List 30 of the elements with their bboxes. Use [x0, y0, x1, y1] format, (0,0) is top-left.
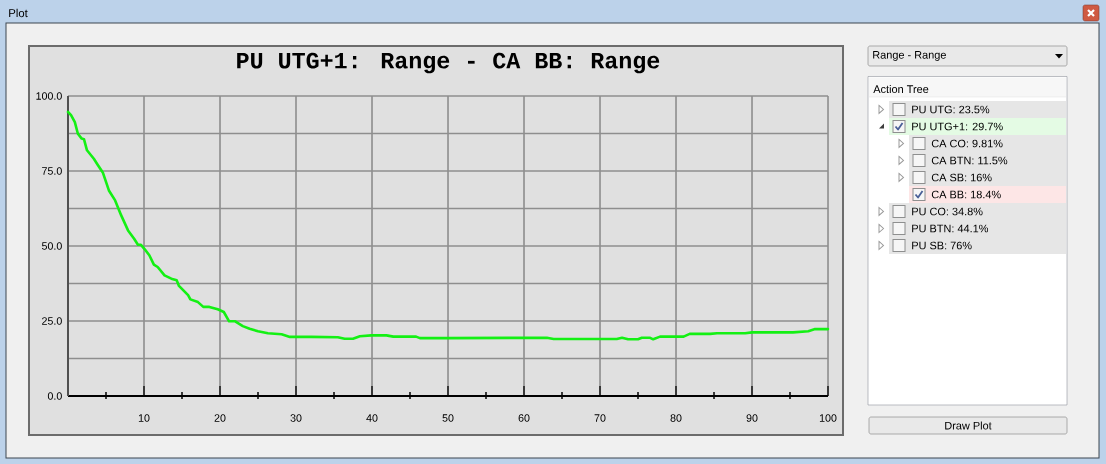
- text: PU BTN: 44.1%: [912, 224, 989, 233]
- x-tick-label: 100: [819, 414, 837, 422]
- y-tick-label: 100.0: [36, 92, 62, 100]
- text: CA BTN: 11.5%: [931, 156, 1008, 165]
- x-tick-label: 20: [214, 414, 226, 422]
- text: PU UTG+1: 29.7%: [912, 122, 1003, 131]
- text: Range - Range: [873, 51, 946, 61]
- text: CA SB: 16%: [931, 173, 992, 182]
- text: PU UTG: 23.5%: [912, 105, 990, 114]
- y-tick-label: 75.0: [42, 167, 62, 175]
- chart-title: PU UTG+1: Range - CA BB: Range: [237, 52, 660, 74]
- x-tick-label: 80: [670, 414, 682, 422]
- x-tick-label: 40: [366, 414, 378, 422]
- y-tick-label: 0.0: [47, 392, 62, 400]
- text: PU CO: 34.8%: [912, 207, 983, 216]
- y-tick-label: 25.0: [42, 317, 62, 325]
- x-tick-label: 30: [290, 414, 302, 422]
- x-tick-label: 70: [594, 414, 606, 422]
- x-tick-label: 50: [442, 414, 454, 422]
- text: Plot: [9, 8, 28, 18]
- text: Draw Plot: [945, 421, 992, 430]
- line-series: [66, 110, 830, 341]
- text: CA CO: 9.81%: [931, 139, 1003, 148]
- x-tick-label: 90: [746, 414, 758, 422]
- y-tick-label: 50.0: [41, 242, 62, 250]
- text: CA BB: 18.4%: [931, 190, 1001, 199]
- x-tick-label: 60: [518, 414, 530, 422]
- text: PU SB: 76%: [912, 241, 972, 250]
- text: Action Tree: [873, 84, 929, 94]
- x-tick-label: 10: [138, 414, 150, 422]
